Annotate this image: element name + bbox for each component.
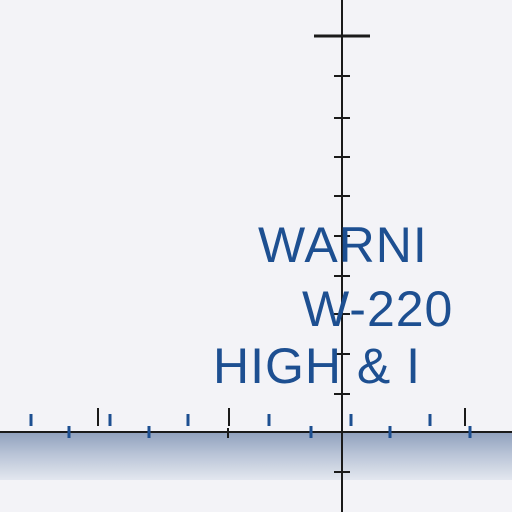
- warning-line-3: HIGH & I: [213, 338, 422, 394]
- axis-ticks: [29, 75, 472, 473]
- warning-line-1: WARNI: [258, 217, 428, 273]
- ground-gradient-band: [0, 432, 512, 480]
- warning-line-2: W-220: [302, 281, 454, 337]
